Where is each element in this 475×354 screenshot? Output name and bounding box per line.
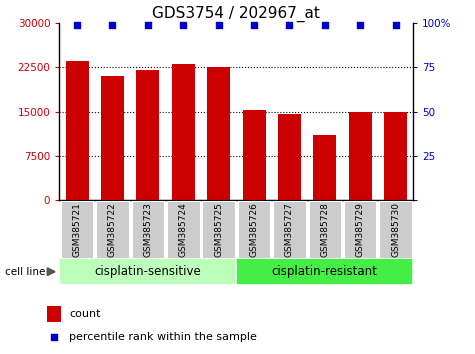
- Point: [285, 22, 293, 28]
- Text: GSM385723: GSM385723: [143, 202, 152, 257]
- Text: GSM385724: GSM385724: [179, 202, 188, 257]
- Bar: [243, 110, 266, 200]
- Text: percentile rank within the sample: percentile rank within the sample: [69, 332, 257, 342]
- Text: count: count: [69, 309, 101, 319]
- Bar: [96, 201, 129, 258]
- Point: [356, 22, 364, 28]
- Bar: [132, 201, 164, 258]
- Point: [73, 22, 81, 28]
- Text: GSM385722: GSM385722: [108, 202, 117, 257]
- Bar: [61, 201, 94, 258]
- Bar: [308, 201, 341, 258]
- Bar: [344, 201, 377, 258]
- Text: GSM385728: GSM385728: [320, 202, 329, 257]
- Point: [215, 22, 222, 28]
- Bar: [349, 112, 371, 200]
- Text: GSM385721: GSM385721: [73, 202, 82, 257]
- Bar: [237, 258, 413, 285]
- Text: GSM385727: GSM385727: [285, 202, 294, 257]
- Bar: [136, 70, 159, 200]
- Text: GSM385730: GSM385730: [391, 202, 400, 257]
- Bar: [47, 306, 61, 321]
- Bar: [202, 201, 235, 258]
- Bar: [59, 258, 237, 285]
- Bar: [167, 201, 200, 258]
- Bar: [314, 135, 336, 200]
- Point: [50, 334, 58, 339]
- Bar: [172, 64, 195, 200]
- Point: [392, 22, 399, 28]
- Bar: [379, 201, 412, 258]
- Point: [144, 22, 152, 28]
- Bar: [101, 76, 124, 200]
- Text: cisplatin-resistant: cisplatin-resistant: [272, 265, 378, 278]
- Bar: [278, 114, 301, 200]
- Text: GSM385729: GSM385729: [356, 202, 365, 257]
- Point: [109, 22, 116, 28]
- Text: cell line: cell line: [5, 267, 45, 277]
- Point: [250, 22, 258, 28]
- Bar: [238, 201, 270, 258]
- Text: GSM385726: GSM385726: [249, 202, 258, 257]
- Bar: [384, 112, 407, 200]
- Point: [180, 22, 187, 28]
- Title: GDS3754 / 202967_at: GDS3754 / 202967_at: [152, 5, 320, 22]
- Bar: [207, 67, 230, 200]
- Text: cisplatin-sensitive: cisplatin-sensitive: [95, 265, 201, 278]
- Point: [321, 22, 329, 28]
- Bar: [273, 201, 306, 258]
- Text: GSM385725: GSM385725: [214, 202, 223, 257]
- Bar: [66, 61, 88, 200]
